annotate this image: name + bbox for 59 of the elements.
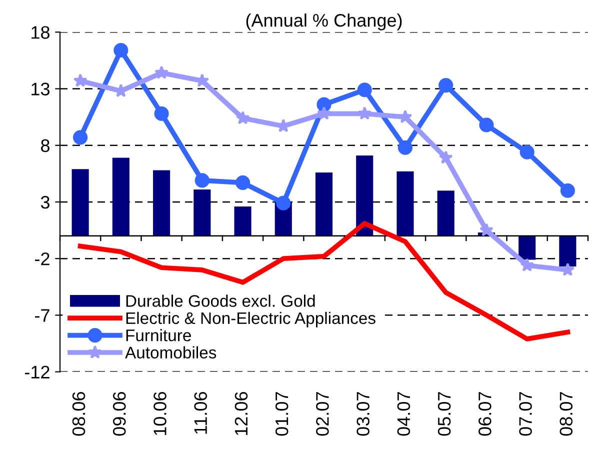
x-tick-label: 06.07 [478,392,492,436]
legend-label: Automobiles [125,346,216,358]
bar [518,236,536,260]
y-tick-label: 18 [32,26,50,39]
bar [356,156,374,236]
point [154,106,169,121]
line-series [78,221,570,342]
x-tick-label: 09.06 [112,392,126,436]
bar [72,169,89,236]
legend-label: Durable Goods excl. Gold [126,294,315,307]
bar [559,236,576,266]
point [317,106,331,120]
x-tick-label: 10.06 [154,392,166,436]
point [276,196,291,210]
point [479,222,494,236]
bar [396,171,414,236]
bar [234,206,252,236]
point [438,150,453,164]
y-tick-label: 13 [32,82,50,96]
y-tick-label: -7 [35,309,50,322]
y-tick-label: -2 [35,252,50,266]
point [479,118,494,132]
y-tick-label: 3 [40,196,50,209]
point [73,74,88,87]
x-tick-label: 03.07 [356,392,370,436]
point [236,110,250,124]
point [520,144,534,160]
point [438,78,454,93]
x-tick-label: 05.07 [438,392,451,436]
y-tick-label: 8 [41,139,50,152]
x-tick-label: 12.06 [234,392,248,436]
x-tick-label: 02.07 [316,392,329,436]
x-tick-label: 01.07 [275,392,288,436]
point [194,173,210,188]
point [398,140,413,155]
point [154,66,169,79]
point [73,130,88,145]
y-tick-label: -12 [24,366,50,378]
x-tick-label: 11.06 [194,392,207,434]
bar [194,190,211,236]
point [520,258,534,272]
x-tick-label: 04.07 [397,392,410,436]
legend-label: Electric & Non-Electric Appliances [126,312,376,328]
chart-title: (Annual % Change) [246,13,402,30]
bar [153,170,170,236]
point [560,262,575,276]
bar [437,190,454,236]
point [114,42,128,58]
point [560,183,575,198]
x-tick-label: 08.07 [560,392,573,436]
legend-label: Furniture [126,329,191,342]
point [357,82,372,98]
bar [112,158,130,236]
point [398,110,412,124]
bar [315,172,333,236]
point [235,175,250,190]
x-tick-label: 08.06 [72,392,86,436]
point [358,106,372,120]
x-tick-label: 07.07 [519,392,532,436]
